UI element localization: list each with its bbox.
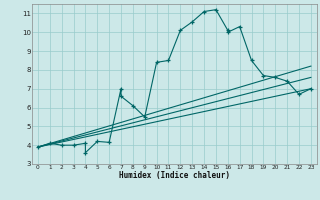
X-axis label: Humidex (Indice chaleur): Humidex (Indice chaleur) xyxy=(119,171,230,180)
